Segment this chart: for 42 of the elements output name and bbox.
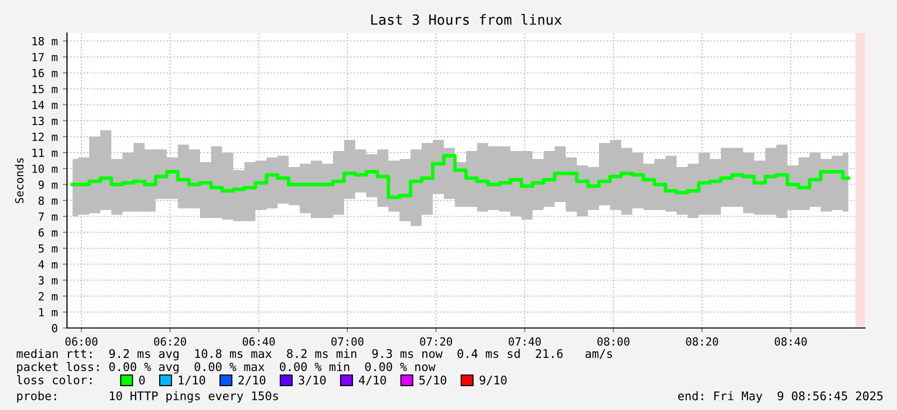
y-tick-label: 16 m: [32, 68, 58, 78]
y-tick-label: 5 m: [38, 244, 58, 253]
y-tick-label: 15 m: [32, 84, 58, 94]
x-tick-label: 08:20: [686, 337, 718, 346]
x-tick-label: 08:40: [774, 337, 807, 346]
legend-label: 0: [139, 376, 145, 384]
text: probe: 10 HTTP pings every 150s: [17, 391, 278, 403]
y-tick-label: 17 m: [32, 53, 58, 62]
x-tick-label: 07:00: [331, 337, 364, 346]
legend-label: 2/10: [238, 376, 266, 386]
x-tick-label: 07:40: [508, 337, 541, 346]
legend-label: 1/10: [178, 376, 206, 386]
legend-label: 4/10: [358, 376, 386, 386]
text: median rtt: 9.2 ms avg 10.8 ms max 8.2 ms min 9.3 ms now 0.4 ms sd 21.6 am/s: [16, 348, 612, 360]
y-tick-label: 2 m: [38, 292, 58, 300]
y-tick-label: 0: [52, 324, 58, 332]
y-tick-label: 4 m: [38, 260, 58, 268]
chart-title: Last 3 Hours from linux: [371, 14, 562, 25]
y-tick-label: 7 m: [38, 212, 58, 221]
x-tick-label: 06:00: [65, 337, 98, 346]
legend-label: 5/10: [419, 376, 446, 386]
text: end: Fri May 9 08:56:45 2025: [678, 391, 883, 403]
y-tick-label: 3 m: [38, 276, 58, 285]
x-tick-label: 06:20: [154, 337, 186, 346]
legend-label: 9/10: [480, 376, 507, 386]
text: packet loss: 0.00 % avg 0.00 % max 0.00 % min 0.00 % now: [17, 362, 436, 374]
x-tick-label: 07:20: [420, 337, 452, 346]
y-tick-label: 11 m: [32, 148, 58, 157]
y-tick-label: 10 m: [32, 164, 58, 173]
y-tick-label: 1 m: [39, 308, 58, 316]
text: loss color:: [17, 375, 92, 384]
x-tick-label: 08:00: [597, 337, 630, 346]
y-tick-label: 8 m: [38, 196, 58, 205]
y-tick-label: 6 m: [38, 228, 58, 237]
legend-label: 3/10: [298, 376, 326, 386]
y-tick-label: 14 m: [32, 100, 58, 110]
y-tick-label: 13 m: [32, 116, 58, 126]
y-tick-label: 12 m: [32, 132, 58, 141]
y-tick-label: 9 m: [38, 180, 58, 189]
y-tick-label: 18 m: [32, 36, 58, 46]
y-axis-title: Seconds: [14, 158, 24, 204]
x-tick-label: 06:40: [242, 337, 275, 346]
